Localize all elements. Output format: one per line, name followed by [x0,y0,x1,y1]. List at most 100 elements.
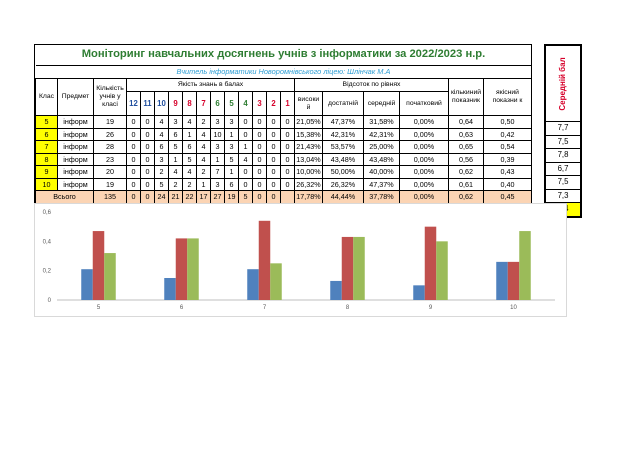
ball-12: 12 [126,91,141,116]
average-score-cell: 7,8 [545,148,581,163]
table-row: 7 інформ 28 0 0 6 5 6 4 3 3 1 0 0 0 21,43% 53,57% 25,00% 0… [35,140,532,154]
subject-cell: інформ [57,165,94,179]
grade-cell: 1 [182,127,197,141]
level-percent-cell: 43,48% [363,152,400,166]
average-score-column: Середній бал 7,7 7,5 7,8 6,7 7,5 7,3 7,4 [544,44,582,218]
ball-6: 6 [210,91,225,116]
grade-cell: 0 [126,127,141,141]
count-cell: 20 [93,165,127,179]
quality-indicator-cell: 0,42 [483,127,532,141]
subject-cell: інформ [57,177,94,191]
quantity-indicator-cell: 0,65 [448,140,484,154]
average-score-row: 6,7 [545,161,581,176]
header-yakisnyi: якісний показни к [483,78,532,116]
class-cell: 5 [35,115,58,129]
grade-cell: 4 [154,115,169,129]
grade-cell: 3 [224,115,239,129]
quantity-indicator-cell: 0,56 [448,152,484,166]
grade-cell: 0 [266,127,281,141]
grade-cell: 19 [224,190,239,204]
level-percent-cell: 0,00% [399,140,449,154]
level-percent-cell: 43,48% [322,152,364,166]
grade-cell: 0 [140,152,155,166]
ball-9: 9 [168,91,183,116]
ball-8: 8 [182,91,197,116]
ball-2: 2 [266,91,281,116]
quality-indicator-cell: 0,39 [483,152,532,166]
grade-cell: 1 [196,177,211,191]
grade-cell: 1 [224,165,239,179]
grade-cell: 0 [140,127,155,141]
subject-cell: інформ [57,115,94,129]
grade-cell: 0 [266,115,281,129]
bar-високий-6 [164,278,176,300]
header-vidsotok: Відсоток по рівнях [294,78,449,92]
bar-достатній-6 [175,238,188,300]
level-medium: середній [363,91,400,116]
average-score-row: 7,7 [545,121,581,136]
grade-cell [280,190,295,204]
grade-cell: 0 [126,165,141,179]
grade-cell: 10 [210,127,225,141]
grade-cell: 2 [154,165,169,179]
grade-cell: 7 [210,165,225,179]
grade-cell: 0 [238,127,253,141]
level-high: високи й [294,91,323,116]
average-score-row: 7,5 [545,175,581,190]
x-tick-label: 5 [97,305,101,311]
grade-cell: 17 [196,190,211,204]
level-percent-cell: 0,00% [399,152,449,166]
bar-достатній-5 [92,231,105,300]
quantity-indicator-cell: 0,62 [448,190,484,204]
level-percent-cell: 0,00% [399,127,449,141]
level-percent-cell: 13,04% [294,152,323,166]
grade-cell: 0 [126,177,141,191]
total-row: Всього 135 0 0 24 21 22 17 27 19 5 0 0 17,78% 44,44% 37… [35,190,532,204]
grade-cell: 0 [266,165,281,179]
class-cell: 9 [35,165,58,179]
level-percent-cell: 42,31% [322,127,364,141]
grade-cell: 2 [196,115,211,129]
quantity-indicator-cell: 0,61 [448,177,484,191]
grade-cell: 6 [182,140,197,154]
grade-cell: 4 [168,165,183,179]
grade-cell: 3 [224,140,239,154]
level-percent-cell: 31,58% [363,115,400,129]
class-cell: 7 [35,140,58,154]
grade-cell: 4 [238,152,253,166]
grade-cell: 1 [224,127,239,141]
grade-cell: 21 [168,190,183,204]
grade-cell: 0 [126,115,141,129]
subject-cell: інформ [57,152,94,166]
level-percent-cell: 21,05% [294,115,323,129]
ball-1: 1 [280,91,295,116]
grade-cell: 6 [168,127,183,141]
level-percent-cell: 0,00% [399,190,449,204]
bar-середній-8 [353,236,365,300]
page-title: Моніторинг навчальних досягнень учнів з … [35,45,532,66]
grade-cell: 0 [140,115,155,129]
grade-cell: 3 [168,115,183,129]
average-score-cell: 7,3 [545,188,581,203]
count-cell: 23 [93,152,127,166]
level-percent-cell: 47,37% [363,177,400,191]
grade-cell: 22 [182,190,197,204]
grade-cell: 0 [280,140,295,154]
level-percent-cell: 50,00% [322,165,364,179]
y-tick-label: 0 [48,298,52,304]
grade-cell: 0 [266,140,281,154]
table-row: 5 інформ 19 0 0 4 3 4 2 3 3 0 0 0 0 21,05% 47,37% 31,58% 0… [35,115,532,129]
level-percent-cell: 42,31% [363,127,400,141]
grade-cell: 0 [126,152,141,166]
grade-cell: 0 [252,165,267,179]
x-tick-label: 8 [346,305,350,311]
bar-середній-5 [104,253,116,300]
header-predmet: Предмет [57,78,94,116]
average-score-cell: 7,5 [545,175,581,190]
bar-високий-10 [496,261,508,300]
grade-cell: 0 [280,177,295,191]
grade-cell: 4 [182,115,197,129]
grade-cell: 5 [182,152,197,166]
grade-cell: 4 [196,140,211,154]
bar-середній-6 [187,238,199,300]
